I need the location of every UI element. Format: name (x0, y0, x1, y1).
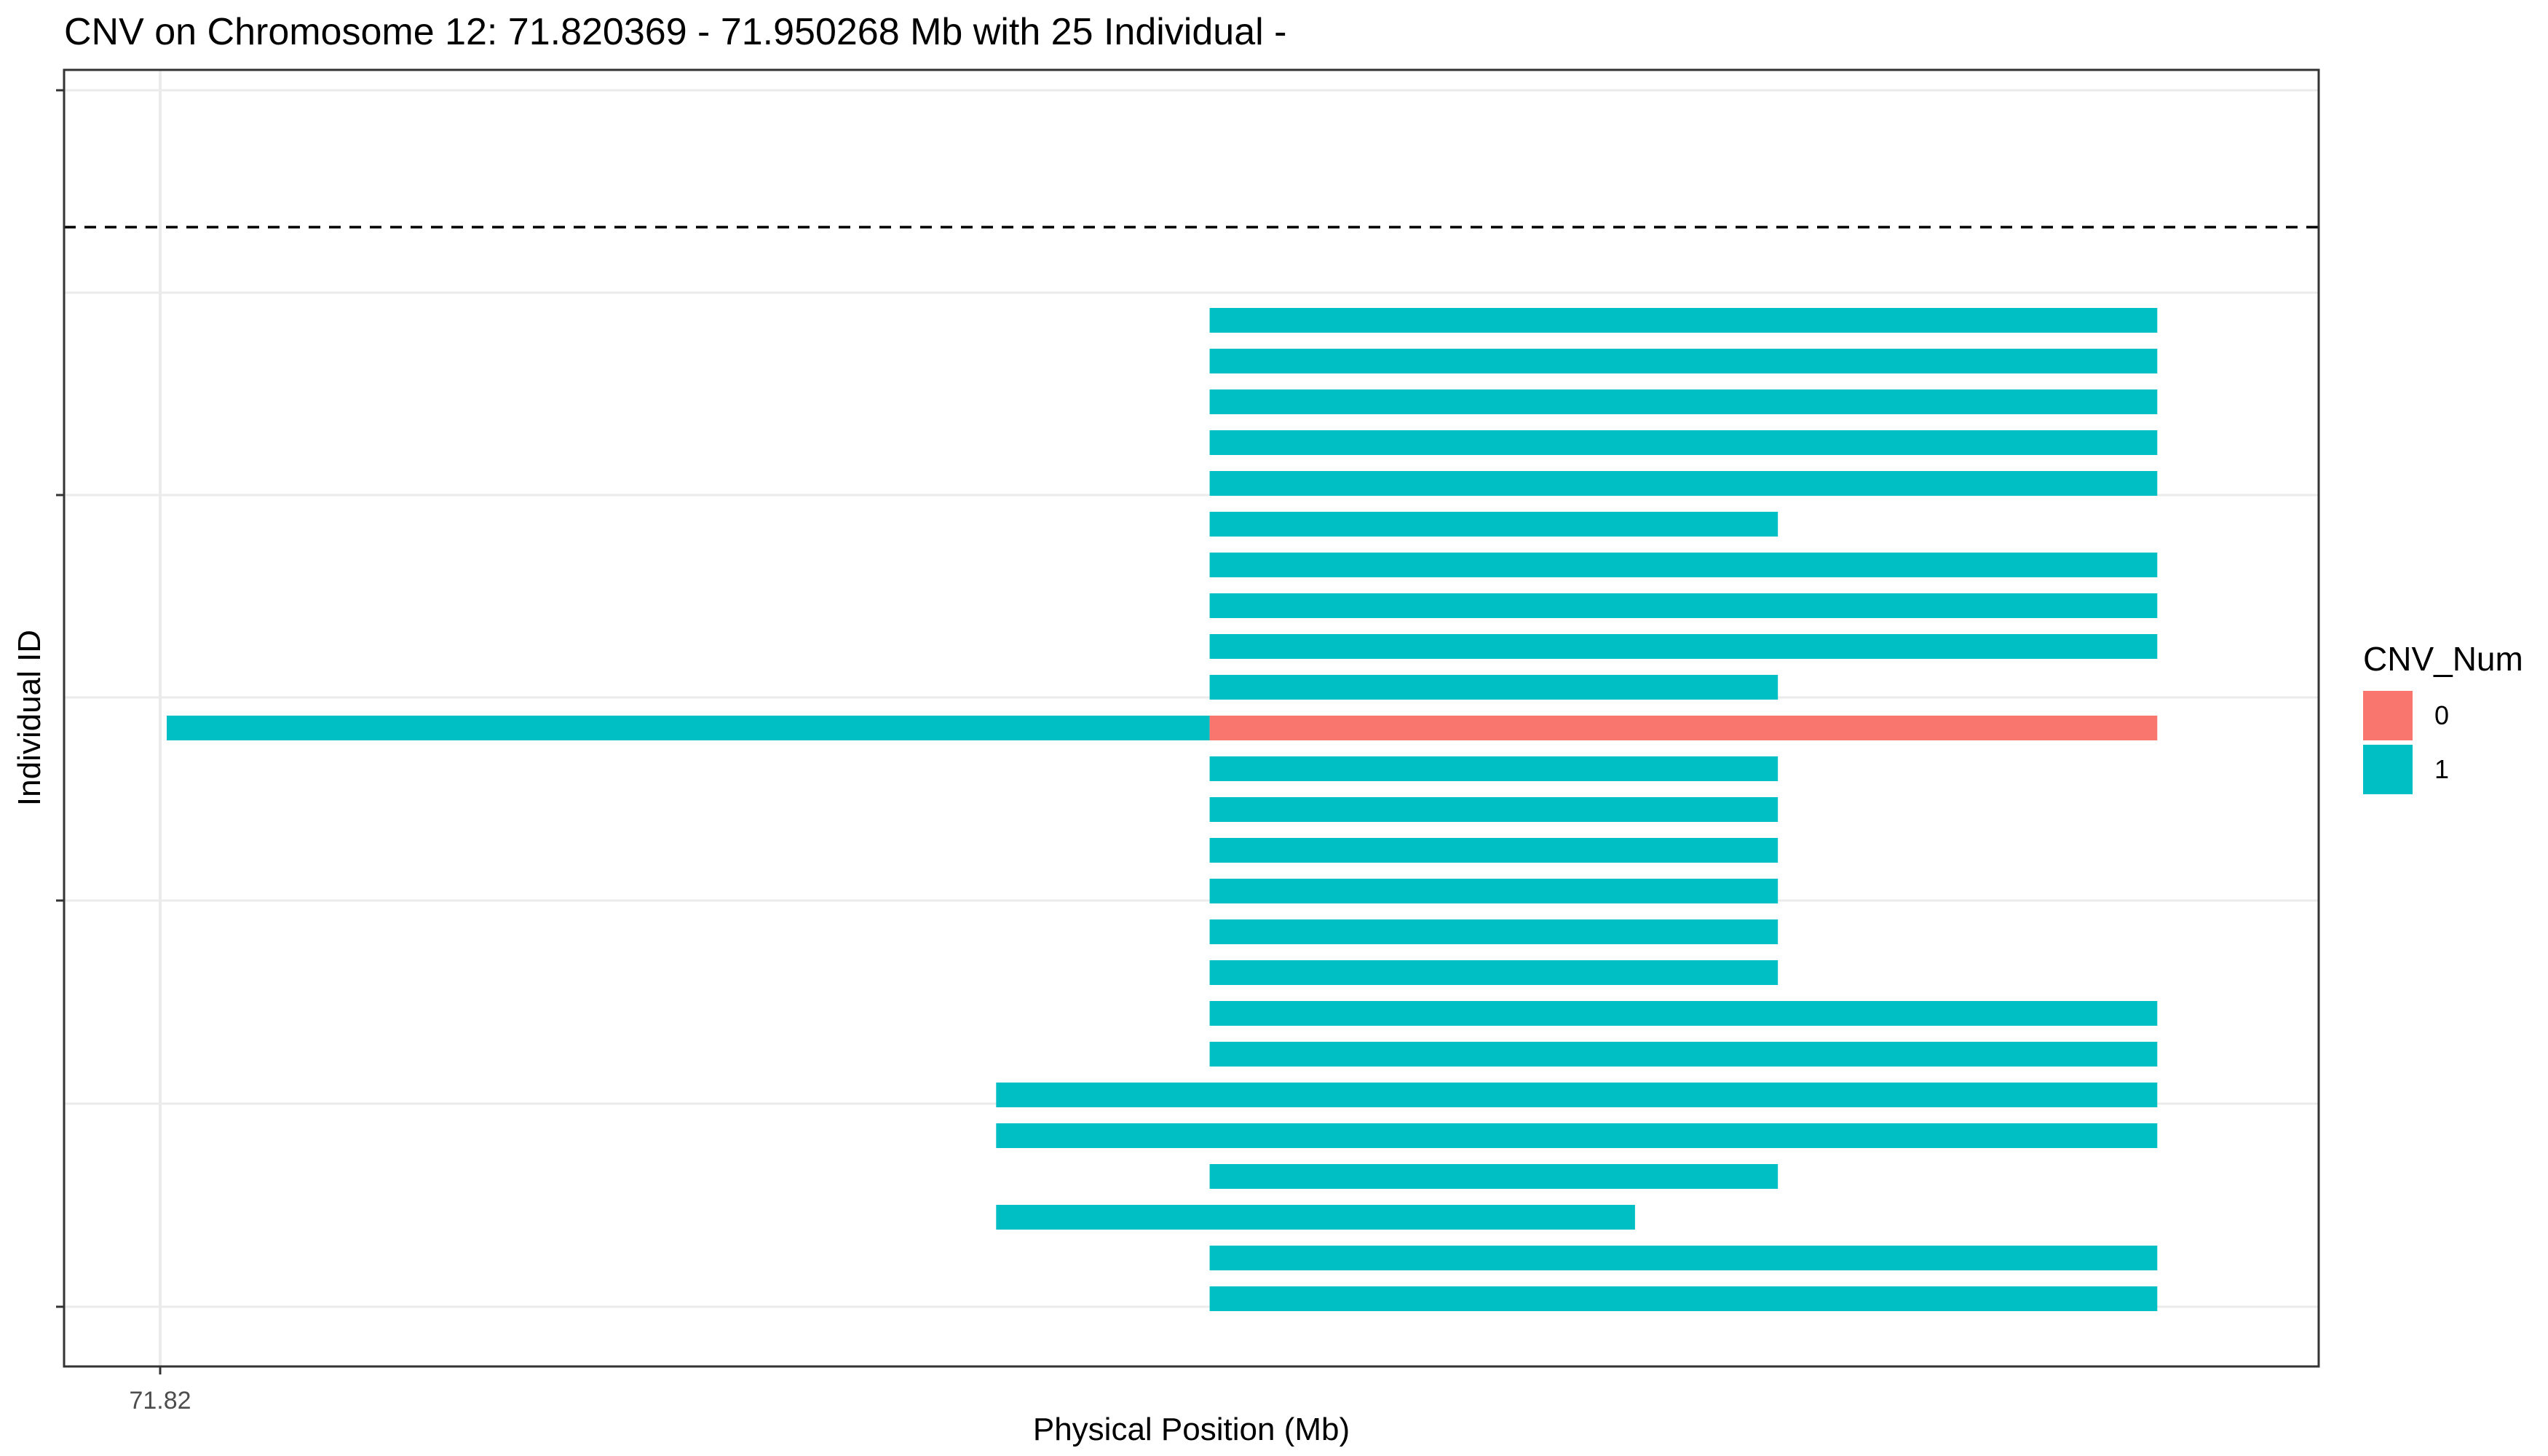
cnv-bar (1209, 634, 2158, 659)
legend-label-1: 1 (2434, 754, 2450, 784)
cnv-bar (996, 1083, 2158, 1107)
cnv-bar (1209, 430, 2158, 455)
chart-title: CNV on Chromosome 12: 71.820369 - 71.950… (64, 11, 1287, 53)
cnv-bar (1209, 349, 2158, 373)
panel-border (63, 68, 2320, 1368)
cnv-bar (996, 1205, 1635, 1230)
y-axis-title: Individual ID (12, 630, 47, 806)
cnv-bar (1209, 797, 1779, 822)
legend-label-0: 0 (2434, 700, 2450, 730)
cnv-bar (1209, 675, 1779, 700)
cnv-bar (1209, 756, 1779, 781)
cnv-bar (1209, 308, 2158, 333)
x-axis-title: Physical Position (Mb) (1033, 1412, 1350, 1447)
cnv-bar (1209, 553, 2158, 577)
cnv-bar (1209, 1164, 1779, 1189)
cnv-bar (1209, 1286, 2158, 1311)
cnv-bar (1209, 1246, 2158, 1270)
cnv-bar (1209, 838, 1779, 863)
cnv-bar (167, 716, 1210, 740)
cnv-bar (1209, 389, 2158, 414)
legend: CNV_Num 0 1 (2363, 639, 2523, 796)
axis-layer: 71.82 (56, 89, 191, 1415)
cnv-bar (1209, 1042, 2158, 1067)
legend-key-1 (2363, 745, 2413, 794)
cnv-bar (996, 1123, 2158, 1148)
x-tick-label: 71.82 (129, 1387, 191, 1415)
legend-key-0 (2363, 691, 2413, 740)
cnv-bar (1209, 1001, 2158, 1026)
cnv-bar (1209, 512, 1779, 537)
cnv-bar (1209, 716, 2158, 740)
legend-item-0: 0 (2363, 689, 2523, 743)
legend-item-1: 1 (2363, 743, 2523, 796)
cnv-bar (1209, 879, 1779, 903)
cnv-bar (1209, 593, 2158, 618)
legend-title: CNV_Num (2363, 640, 2523, 678)
cnv-bar (1209, 919, 1779, 944)
cnv-bars (167, 308, 2158, 1311)
cnv-bar (1209, 960, 1779, 985)
cnv-bar (1209, 471, 2158, 496)
